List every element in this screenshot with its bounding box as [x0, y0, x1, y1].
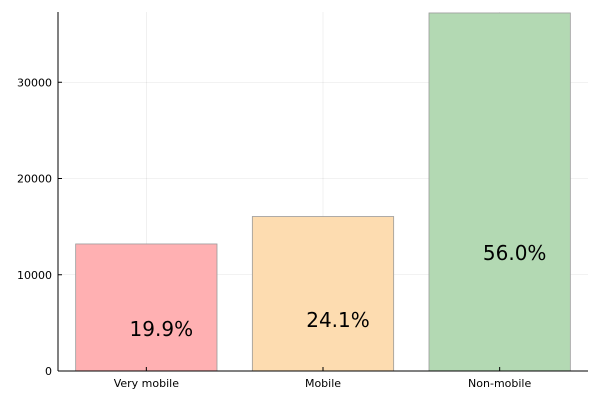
data-label: 24.1%	[306, 308, 370, 332]
bar	[75, 243, 218, 372]
bars	[75, 12, 571, 372]
y-tick-label: 30000	[17, 76, 52, 89]
x-tick-label: Non-mobile	[468, 377, 531, 390]
axes: 0 10000 20000 30000 Very mobile Mobile Non-mob…	[17, 12, 588, 390]
bar	[428, 12, 571, 372]
data-labels: 19.9% 24.1% 56.0%	[130, 241, 547, 341]
x-tick-label: Mobile	[305, 377, 341, 390]
y-tick-label: 10000	[17, 269, 52, 282]
y-tick-label: 0	[45, 365, 52, 378]
data-label: 19.9%	[130, 317, 194, 341]
data-label: 56.0%	[483, 241, 547, 265]
x-tick-label: Very mobile	[114, 377, 180, 390]
bar	[251, 216, 395, 372]
y-tick-label: 20000	[17, 173, 52, 186]
